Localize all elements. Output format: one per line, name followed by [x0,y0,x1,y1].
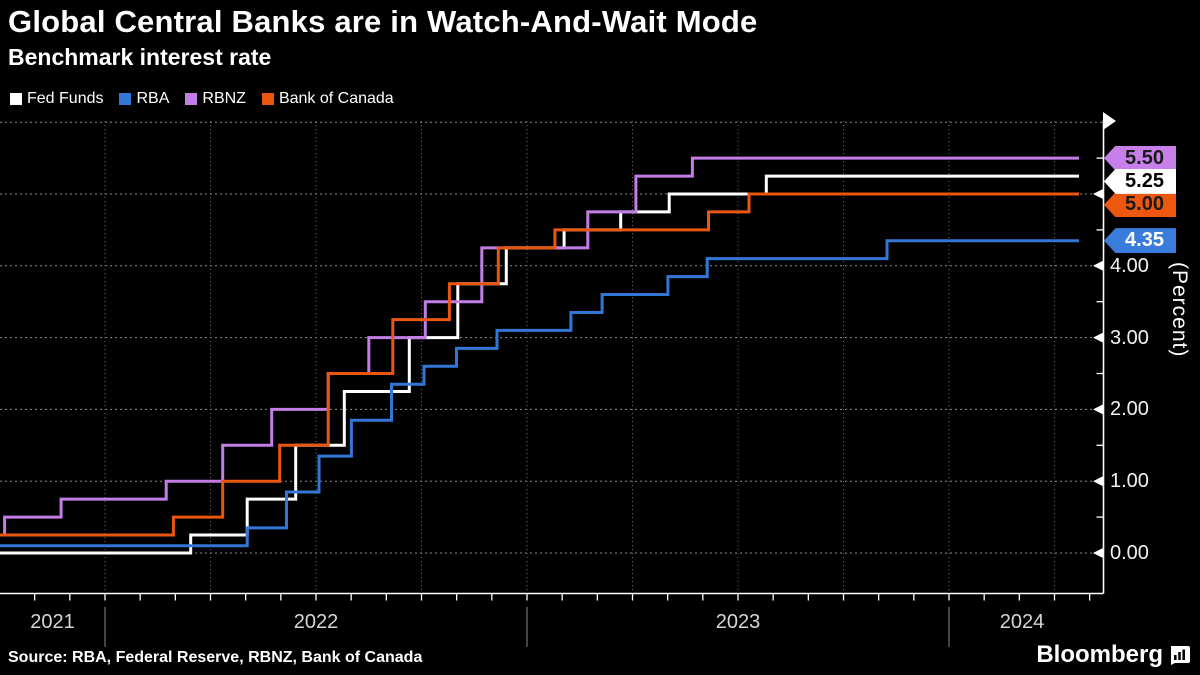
y-axis-unit-label: (Percent) [1168,262,1191,358]
legend: Fed Funds RBA RBNZ Bank of Canada [10,90,394,108]
legend-label: Fed Funds [27,90,104,107]
legend-swatch-icon [185,93,198,105]
legend-label: RBA [136,90,170,107]
series-line-rba [0,239,1079,548]
legend-label: RBNZ [202,90,246,107]
end-value-tag-rba: 4.35 [1104,228,1176,254]
legend-item-fed-funds: Fed Funds [10,90,103,108]
chart-subtitle: Benchmark interest rate [8,44,272,70]
end-value-tag-fed-funds: 5.25 [1104,168,1176,194]
x-axis-year-label: 2021 [30,611,75,633]
x-axis-year-label: 2024 [999,611,1045,633]
y-major-tick [1093,476,1103,487]
bloomberg-chart-icon [1171,645,1190,665]
legend-swatch-icon [10,93,22,105]
legend-item-rba: RBA [119,90,169,108]
page-title: Global Central Banks are in Watch-And-Wa… [8,4,758,39]
legend-item-rbnz: RBNZ [185,90,246,108]
brand-wordmark: Bloomberg [1036,641,1163,668]
y-axis-tick-label: 3.00 [1110,326,1149,349]
legend-label: Bank of Canada [278,90,394,107]
legend-swatch-icon [261,93,274,105]
x-axis-year-label: 2022 [293,611,339,633]
source-note: Source: RBA, Federal Reserve, RBNZ, Bank… [8,649,423,666]
series-line-fed-funds [0,174,1079,555]
series-line-rbnz [0,156,1079,537]
x-axis-year-label: 2023 [715,611,761,633]
y-axis-arrow-icon [1103,112,1116,130]
y-axis-tick-label: 4.00 [1110,254,1149,277]
y-axis-tick-label: 1.00 [1110,470,1149,493]
y-major-tick [1093,548,1103,558]
brand-logo: Bloomberg [1036,641,1190,669]
y-major-tick [1093,332,1103,343]
end-value-tag-rbnz: 5.50 [1104,145,1176,171]
y-axis-tick-label: 0.00 [1110,542,1149,564]
y-axis-tick-label: 2.00 [1110,398,1149,421]
y-major-tick [1093,404,1103,415]
series-line-bank-of-canada [0,192,1079,537]
end-value-tag-bank-of-canada: 5.00 [1104,192,1176,218]
y-major-tick [1093,189,1103,199]
y-major-tick [1093,260,1103,271]
legend-item-bank-of-canada: Bank of Canada [261,90,394,108]
legend-swatch-icon [119,93,132,105]
